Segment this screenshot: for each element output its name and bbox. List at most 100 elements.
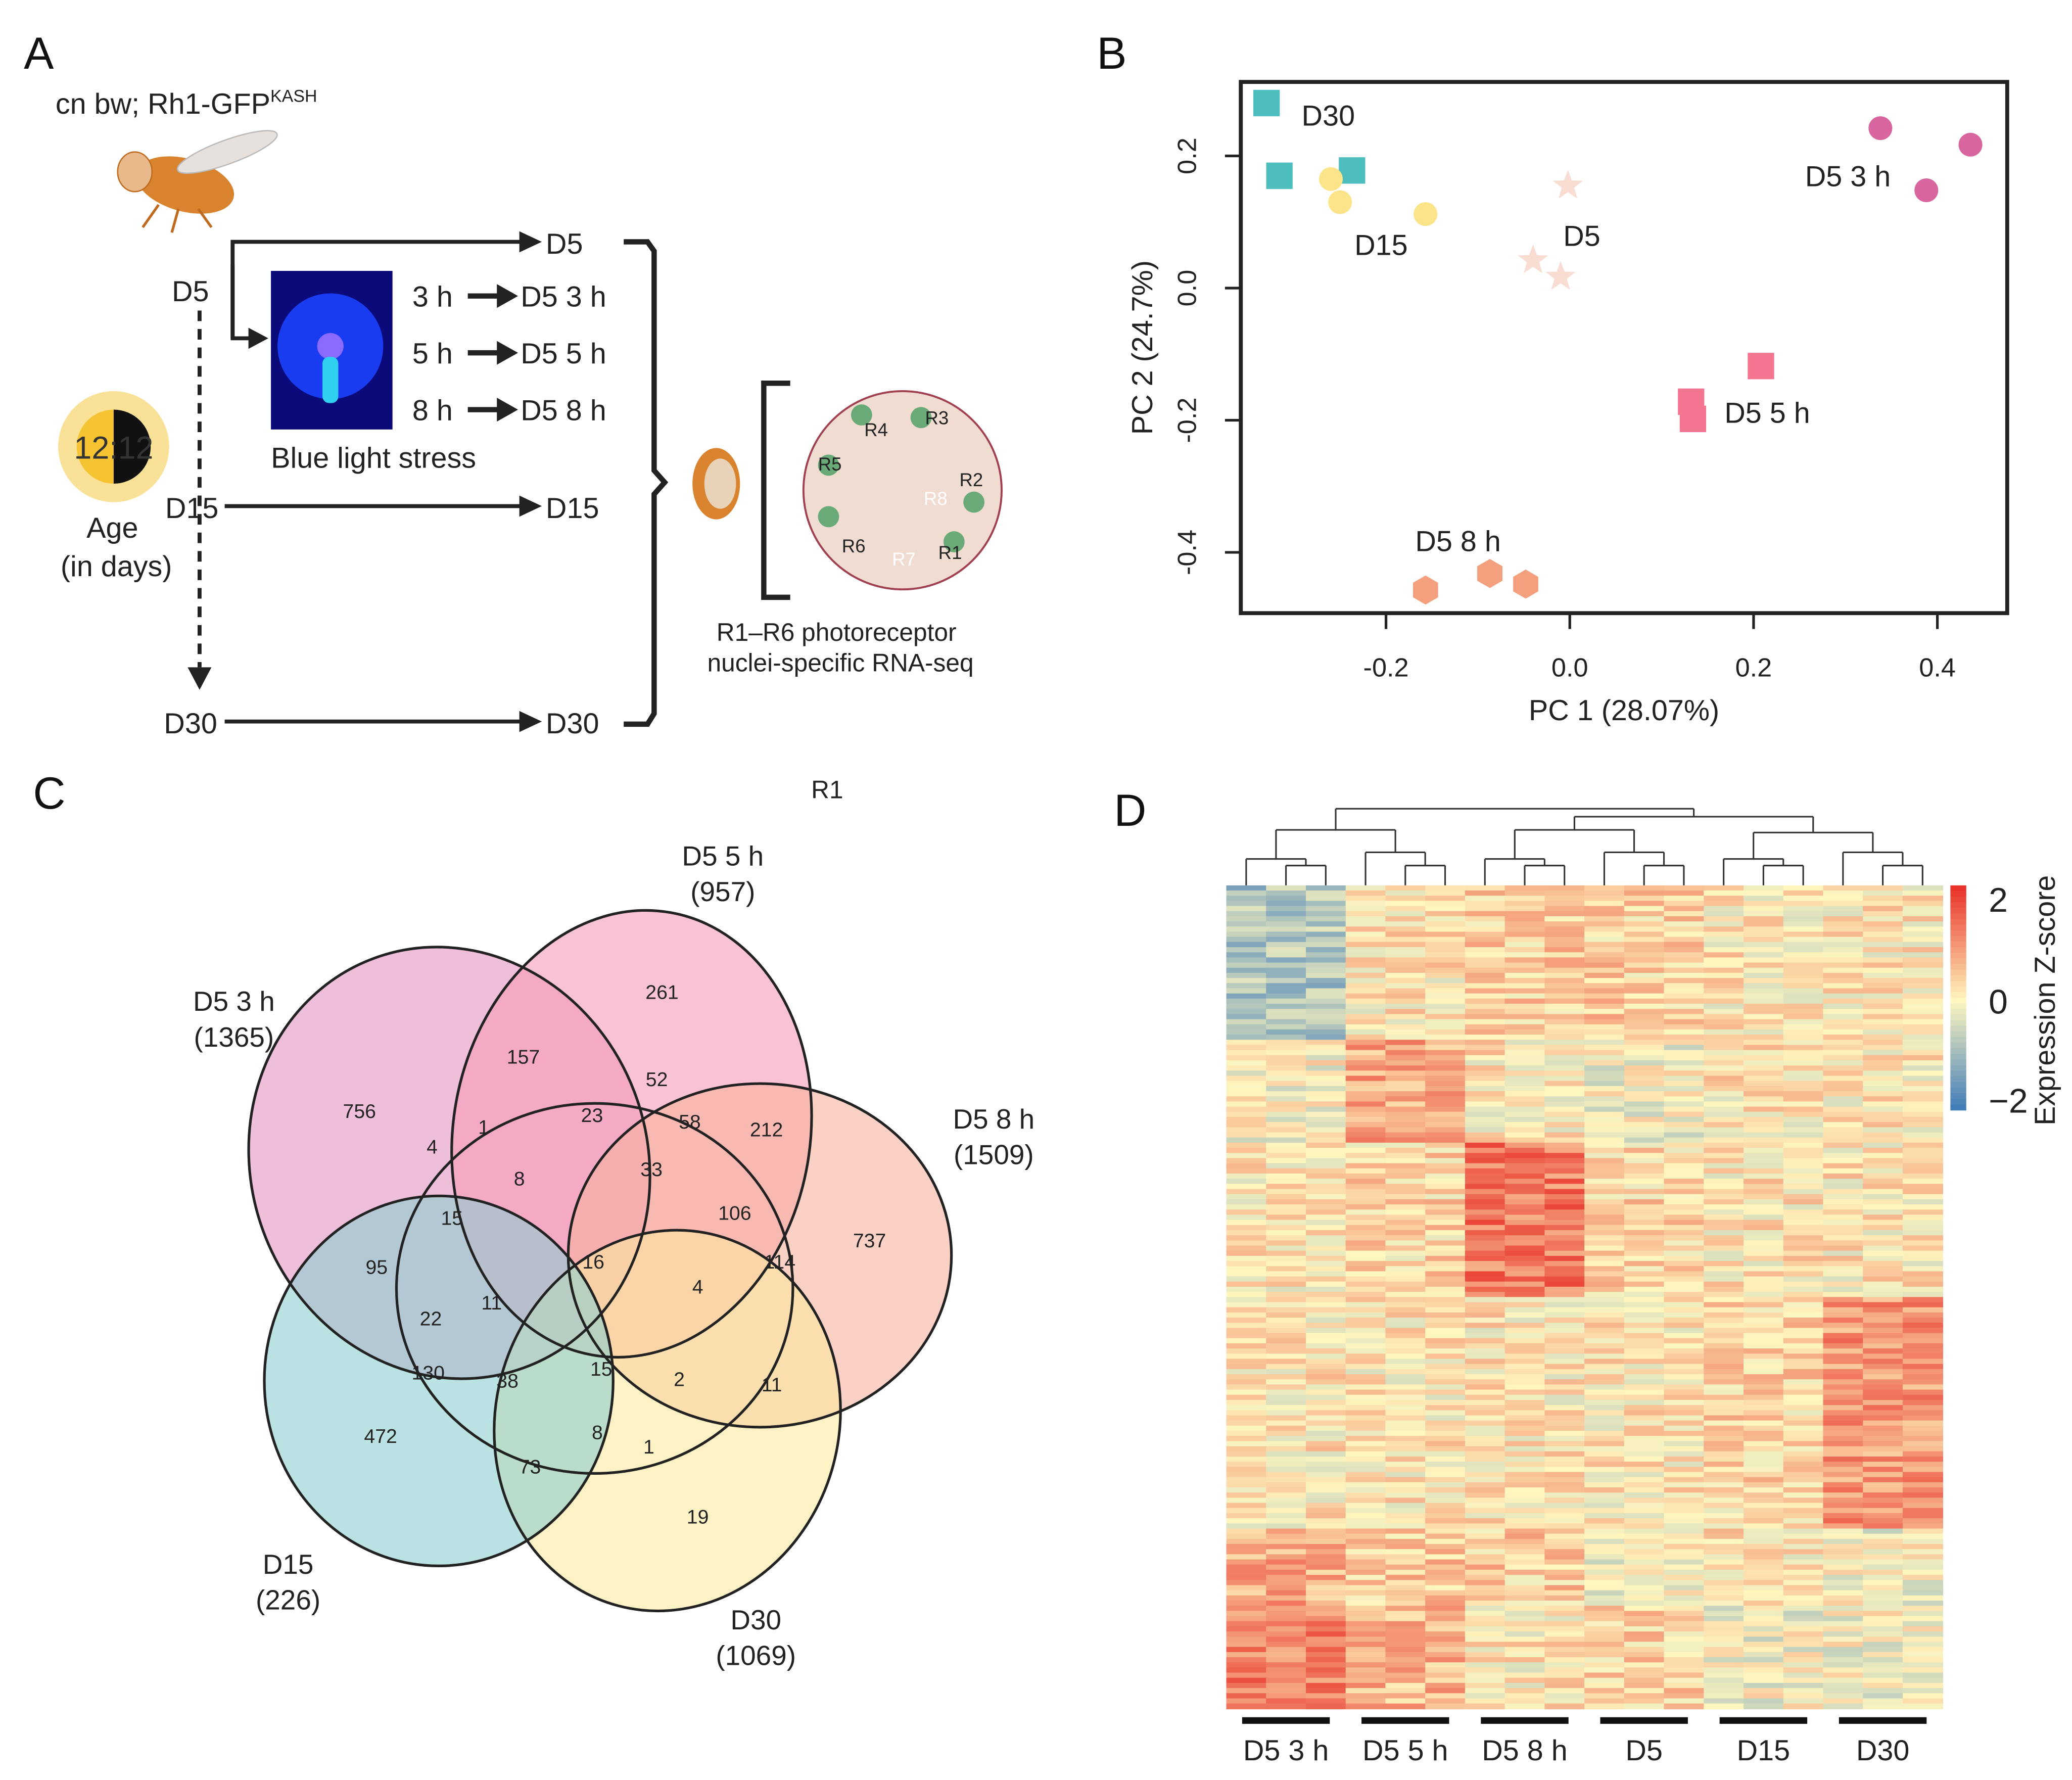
- heatmap-cell: [1345, 957, 1386, 963]
- heatmap-cell: [1744, 1456, 1784, 1463]
- heatmap-cell: [1465, 1384, 1505, 1390]
- heatmap-cell: [1823, 1503, 1864, 1509]
- heatmap-cell: [1823, 1014, 1864, 1020]
- heatmap-cell: [1266, 1050, 1307, 1056]
- heatmap-cell: [1305, 1601, 1347, 1607]
- heatmap-cell: [1305, 916, 1347, 922]
- heatmap-cell: [1226, 1168, 1267, 1175]
- heatmap-cell: [1584, 1024, 1625, 1030]
- heatmap-cell: [1704, 906, 1745, 912]
- heatmap-cell: [1783, 1446, 1824, 1453]
- heatmap-cell: [1624, 1688, 1665, 1694]
- heatmap-cell: [1385, 1389, 1426, 1396]
- heatmap-cell: [1584, 1693, 1625, 1699]
- heatmap-cell: [1226, 1029, 1267, 1036]
- heatmap-cell: [1305, 1302, 1347, 1308]
- column-dendrogram: [1245, 808, 1923, 885]
- heatmap-cell: [1266, 1266, 1307, 1272]
- heatmap-cell: [1425, 1672, 1466, 1679]
- heatmap-cell: [1305, 931, 1347, 938]
- heatmap-cell: [1385, 906, 1426, 912]
- heatmap-cell: [1345, 1621, 1386, 1627]
- heatmap-cell: [1504, 1225, 1545, 1231]
- heatmap-cell: [1584, 1070, 1625, 1076]
- heatmap-cell: [1863, 936, 1904, 943]
- heatmap-cell: [1823, 1595, 1864, 1602]
- heatmap-cell: [1226, 1410, 1267, 1416]
- heatmap-cell: [1465, 1240, 1505, 1246]
- heatmap-cell: [1783, 983, 1824, 989]
- heatmap-cell: [1902, 1431, 1943, 1437]
- heatmap-cell: [1385, 921, 1426, 927]
- colorbar-tick-label: 0: [1989, 982, 2008, 1021]
- heatmap-cell: [1226, 1060, 1267, 1066]
- heatmap-cell: [1863, 1451, 1904, 1458]
- heatmap-cell: [1783, 1209, 1824, 1215]
- heatmap-cell: [1425, 1245, 1466, 1251]
- heatmap-cell: [1544, 1070, 1585, 1076]
- heatmap-cell: [1504, 1528, 1545, 1534]
- heatmap-cell: [1823, 1179, 1864, 1185]
- heatmap-cell: [1902, 1477, 1943, 1483]
- heatmap-cell: [1345, 1158, 1386, 1164]
- heatmap-cell: [1584, 1096, 1625, 1102]
- heatmap-cell: [1226, 1564, 1267, 1571]
- heatmap-cell: [1664, 1399, 1705, 1406]
- heatmap-cell: [1863, 1081, 1904, 1087]
- heatmap-cell: [1465, 1209, 1505, 1215]
- venn-region-count: 38: [496, 1370, 519, 1392]
- heatmap-cell: [1584, 1189, 1625, 1195]
- heatmap-cell: [1704, 1462, 1745, 1468]
- heatmap-cell: [1783, 1652, 1824, 1658]
- heatmap-cell: [1385, 1611, 1426, 1617]
- heatmap-cell: [1345, 1482, 1386, 1488]
- heatmap-cell: [1823, 1436, 1864, 1442]
- heatmap-cell: [1863, 1364, 1904, 1370]
- heatmap-cell: [1704, 1410, 1745, 1416]
- heatmap-cell: [1783, 1106, 1824, 1113]
- heatmap-cell: [1783, 1425, 1824, 1432]
- heatmap-cell: [1744, 921, 1784, 927]
- heatmap-cell: [1544, 885, 1585, 892]
- heatmap-cell: [1345, 1606, 1386, 1612]
- heatmap-cell: [1584, 1611, 1625, 1617]
- heatmap-cell: [1783, 1035, 1824, 1041]
- heatmap-cell: [1744, 1281, 1784, 1288]
- heatmap-cell: [1266, 983, 1307, 989]
- heatmap-cell: [1584, 936, 1625, 943]
- heatmap-cell: [1266, 942, 1307, 948]
- heatmap-cell: [1504, 1657, 1545, 1663]
- heatmap-cell: [1504, 1677, 1545, 1684]
- heatmap-cell: [1385, 1606, 1426, 1612]
- heatmap-cell: [1544, 1513, 1585, 1519]
- heatmap-cell: [1226, 1065, 1267, 1071]
- heatmap-cell: [1783, 921, 1824, 927]
- heatmap-cell: [1863, 1513, 1904, 1519]
- heatmap-cell: [1226, 1456, 1267, 1463]
- heatmap-cell: [1902, 1004, 1943, 1010]
- heatmap-cell: [1305, 1523, 1347, 1529]
- heatmap-cell: [1385, 1348, 1426, 1354]
- heatmap-cell: [1744, 1353, 1784, 1360]
- heatmap-cell: [1863, 1168, 1904, 1175]
- heatmap-cell: [1664, 1312, 1705, 1319]
- heatmap-cell: [1385, 1312, 1426, 1319]
- pca-point: [1318, 167, 1343, 191]
- heatmap-cell: [1305, 1225, 1347, 1231]
- heatmap-cell: [1425, 1318, 1466, 1324]
- heatmap-cell: [1902, 1153, 1943, 1159]
- heatmap-cell: [1823, 1158, 1864, 1164]
- heatmap-cell: [1504, 1101, 1545, 1107]
- heatmap-cell: [1584, 1636, 1625, 1643]
- heatmap-cell: [1504, 1559, 1545, 1566]
- heatmap-cell: [1863, 1569, 1904, 1576]
- heatmap-cell: [1226, 1137, 1267, 1144]
- heatmap-cell: [1664, 1318, 1705, 1324]
- heatmap-cell: [1704, 1580, 1745, 1586]
- heatmap-cell: [1664, 1230, 1705, 1236]
- pca-point: [1477, 559, 1502, 588]
- heatmap-cell: [1504, 1081, 1545, 1087]
- heatmap-cell: [1385, 978, 1426, 984]
- heatmap-cell: [1783, 1688, 1824, 1694]
